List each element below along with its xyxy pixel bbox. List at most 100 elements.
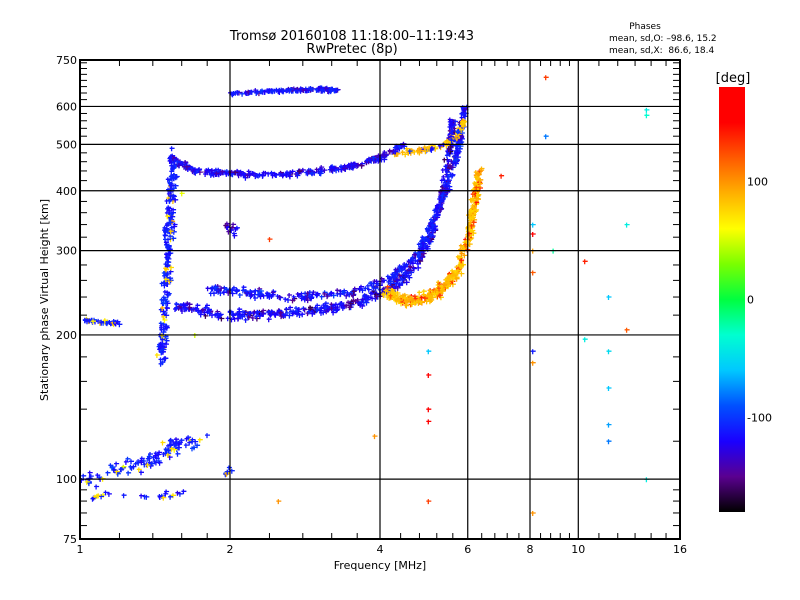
data-point	[344, 303, 350, 309]
data-point	[374, 294, 380, 300]
data-point	[407, 149, 413, 155]
data-point	[459, 271, 465, 277]
data-point	[234, 288, 240, 294]
data-point	[329, 165, 335, 171]
data-point	[424, 226, 430, 232]
colorbar-tick-label: -100	[747, 412, 772, 425]
data-point	[287, 174, 293, 180]
data-point	[382, 153, 387, 159]
data-point	[278, 311, 284, 316]
data-point	[218, 291, 224, 297]
data-point	[249, 292, 255, 298]
data-point	[357, 286, 363, 292]
data-point	[266, 317, 272, 323]
phase-stats-x: mean, sd,X: 86.6, 18.4	[609, 46, 715, 56]
data-point	[446, 178, 452, 184]
data-point	[306, 169, 312, 175]
data-point	[158, 357, 164, 363]
data-point	[265, 291, 270, 297]
data-point	[119, 467, 125, 473]
data-point	[474, 175, 480, 180]
data-point	[371, 286, 377, 291]
data-point	[441, 191, 447, 197]
data-point	[266, 310, 272, 316]
data-point	[195, 443, 201, 449]
data-point	[295, 173, 301, 179]
data-point	[157, 460, 163, 466]
data-point	[448, 123, 454, 129]
data-point	[150, 461, 155, 467]
data-point	[412, 149, 418, 155]
data-point	[296, 293, 302, 299]
data-point	[387, 149, 393, 155]
data-point	[161, 495, 167, 501]
chart-title: Tromsø 20160108 11:18:00–11:19:43	[229, 29, 474, 44]
data-point	[461, 108, 467, 114]
data-point	[315, 307, 321, 313]
data-point	[164, 299, 170, 305]
data-point	[240, 288, 246, 294]
data-point	[167, 438, 173, 444]
data-point	[430, 223, 436, 229]
data-point	[624, 327, 630, 333]
data-point	[165, 306, 170, 312]
data-point	[193, 306, 199, 312]
data-point	[429, 233, 435, 239]
data-point	[207, 307, 212, 313]
data-point	[442, 157, 448, 163]
data-point	[224, 171, 230, 177]
data-point	[442, 283, 448, 289]
data-point	[171, 173, 177, 178]
data-point	[423, 149, 429, 155]
data-point	[177, 163, 182, 169]
data-point	[159, 325, 164, 331]
data-point	[160, 306, 166, 311]
data-point	[81, 473, 87, 479]
data-point	[187, 305, 193, 311]
data-point	[412, 266, 417, 272]
data-point	[460, 120, 466, 126]
data-point	[306, 309, 312, 315]
y-tick-label: 500	[56, 138, 77, 151]
data-point	[267, 294, 273, 300]
data-point	[453, 134, 459, 140]
data-point	[171, 207, 177, 213]
data-point	[333, 87, 339, 93]
data-point	[365, 158, 371, 164]
data-point	[408, 258, 414, 264]
data-point	[195, 303, 201, 309]
data-point	[459, 258, 465, 264]
data-point	[237, 293, 243, 298]
data-point	[163, 262, 169, 268]
data-point	[469, 223, 475, 229]
data-point	[440, 168, 446, 173]
data-point	[233, 227, 239, 232]
data-point	[164, 223, 170, 229]
data-point	[360, 297, 366, 303]
data-point	[294, 306, 299, 312]
data-point	[471, 220, 477, 226]
x-tick-label: 1	[77, 543, 84, 556]
y-axis-label: Stationary phase Virtual Height [km]	[38, 199, 51, 401]
data-point	[403, 274, 409, 280]
data-point	[381, 292, 387, 298]
data-point	[368, 281, 374, 287]
phase-stats-o: mean, sd,O: –98.6, 15.2	[609, 34, 717, 44]
data-point	[331, 303, 337, 309]
data-point	[348, 301, 354, 307]
chart-subtitle: RwPretec (8p)	[306, 42, 397, 57]
data-point	[342, 163, 348, 169]
data-point	[249, 89, 255, 95]
data-point	[165, 214, 171, 220]
data-point	[432, 291, 438, 297]
data-point	[400, 277, 406, 283]
data-point	[468, 216, 474, 222]
data-point	[403, 152, 409, 158]
data-point	[126, 470, 132, 476]
data-point	[320, 88, 326, 94]
data-point	[347, 305, 353, 311]
data-point	[454, 157, 460, 163]
data-point	[400, 150, 406, 156]
data-point	[276, 499, 282, 505]
data-point	[243, 317, 249, 323]
